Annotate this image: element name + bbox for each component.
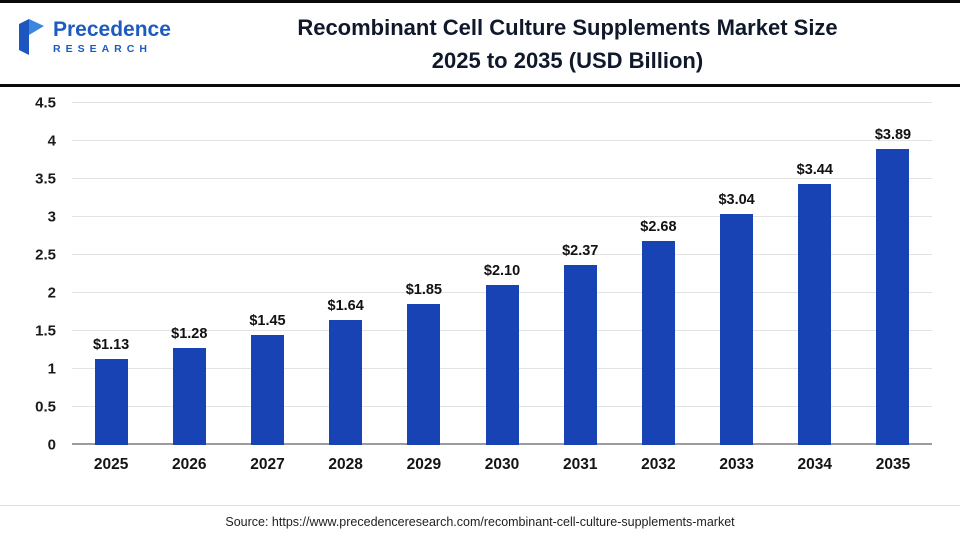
x-tick-label: 2028 bbox=[328, 456, 363, 473]
x-tick-label: 2026 bbox=[172, 456, 207, 473]
bar-column: $1.85 bbox=[385, 103, 463, 445]
y-tick-label: 2 bbox=[47, 284, 56, 302]
gridline bbox=[72, 178, 932, 179]
bar-value-label: $2.10 bbox=[483, 263, 521, 280]
y-tick-label: 4 bbox=[47, 132, 56, 150]
plot-area: $1.13 $1.28 $1.45 $1.64 $1.85 $2.10 $2.37 $2.68… bbox=[72, 102, 932, 445]
x-tick-label: 2033 bbox=[719, 456, 754, 473]
bar-column: $1.28 bbox=[150, 103, 228, 445]
bar-value-label: $1.13 bbox=[92, 337, 130, 354]
logo-subname: RESEARCH bbox=[53, 43, 152, 56]
header: Precedence RESEARCH Recombinant Cell Cul… bbox=[0, 3, 960, 87]
y-axis: 0 0.5 1 1.5 2 2.5 3 3.5 4 4.5 bbox=[16, 95, 72, 454]
bar-column: $1.45 bbox=[228, 103, 306, 445]
y-tick-label: 1 bbox=[47, 360, 56, 378]
x-tick-label: 2031 bbox=[562, 456, 598, 473]
bar-column: $2.37 bbox=[541, 103, 619, 445]
bar bbox=[485, 285, 519, 445]
bar-value-label: $2.37 bbox=[562, 242, 599, 259]
bar-column: $3.04 bbox=[698, 103, 776, 445]
x-tick-label: 2029 bbox=[406, 456, 442, 473]
bar-column: $2.68 bbox=[619, 103, 697, 445]
bar-value-label: $3.44 bbox=[796, 161, 833, 178]
gridline bbox=[72, 216, 932, 217]
chart-title-line2: 2025 to 2035 (USD Billion) bbox=[431, 47, 704, 73]
x-tick-label: 2035 bbox=[875, 456, 911, 473]
bars-group: $1.13 $1.28 $1.45 $1.64 $1.85 $2.10 $2.37 $2.68… bbox=[72, 103, 932, 445]
x-tick-label: 2032 bbox=[641, 456, 676, 473]
logo-p-icon bbox=[19, 19, 44, 55]
logo-text: Precedence RESEARCH bbox=[53, 19, 171, 55]
gridline bbox=[72, 254, 932, 255]
bar bbox=[641, 241, 675, 445]
bar bbox=[94, 359, 128, 445]
source-text: Source: https://www.precedenceresearch.c… bbox=[225, 515, 735, 529]
logo-name: Precedence bbox=[53, 18, 171, 42]
bar-value-label: $1.45 bbox=[249, 312, 286, 329]
y-tick-label: 0 bbox=[47, 436, 56, 454]
bar bbox=[172, 347, 206, 445]
bar-value-label: $3.89 bbox=[874, 127, 912, 144]
y-tick-label: 2.5 bbox=[35, 246, 56, 264]
y-tick-label: 3 bbox=[47, 208, 56, 226]
bar-value-label: $1.85 bbox=[405, 282, 442, 299]
bar-column: $2.10 bbox=[463, 103, 541, 445]
y-tick-label: 1.5 bbox=[35, 322, 56, 340]
bar bbox=[876, 149, 910, 445]
x-axis: 2025 2026 2027 2028 2029 2030 2031 2032 2033 2034… bbox=[72, 456, 932, 474]
y-tick-label: 0.5 bbox=[35, 398, 56, 416]
bar-column: $3.44 bbox=[776, 103, 854, 445]
bar bbox=[329, 320, 363, 445]
bar-value-label: $2.68 bbox=[640, 219, 677, 236]
x-tick-label: 2025 bbox=[93, 456, 129, 473]
precedence-research-logo: Precedence RESEARCH bbox=[16, 17, 171, 57]
footer: Source: https://www.precedenceresearch.c… bbox=[0, 505, 960, 540]
y-tick-label: 4.5 bbox=[35, 94, 56, 112]
bar-column: $1.64 bbox=[307, 103, 385, 445]
y-tick-label: 3.5 bbox=[35, 170, 56, 188]
chart-title-line1: Recombinant Cell Culture Supplements Mar… bbox=[297, 14, 838, 40]
chart-title: Recombinant Cell Culture Supplements Mar… bbox=[175, 11, 960, 77]
bar-value-label: $1.64 bbox=[327, 298, 364, 315]
plot-stack: $1.13 $1.28 $1.45 $1.64 $1.85 $2.10 $2.37 $2.68… bbox=[72, 102, 932, 474]
bar-chart: 0 0.5 1 1.5 2 2.5 3 3.5 4 4.5 $1.13 $1.28 $1.45 $1.6… bbox=[16, 95, 932, 474]
bar-column: $3.89 bbox=[854, 103, 932, 445]
bar-value-label: $1.28 bbox=[171, 325, 208, 342]
bar bbox=[250, 334, 284, 445]
bar bbox=[407, 304, 441, 445]
gridline bbox=[72, 140, 932, 142]
x-tick-label: 2034 bbox=[797, 456, 833, 473]
bar-column: $1.13 bbox=[72, 103, 150, 445]
bar bbox=[720, 213, 754, 445]
bar-value-label: $3.04 bbox=[718, 191, 755, 208]
gridline bbox=[72, 102, 932, 103]
x-tick-label: 2027 bbox=[250, 456, 285, 473]
bar bbox=[798, 183, 832, 445]
x-tick-label: 2030 bbox=[484, 456, 520, 473]
bar bbox=[563, 264, 597, 445]
